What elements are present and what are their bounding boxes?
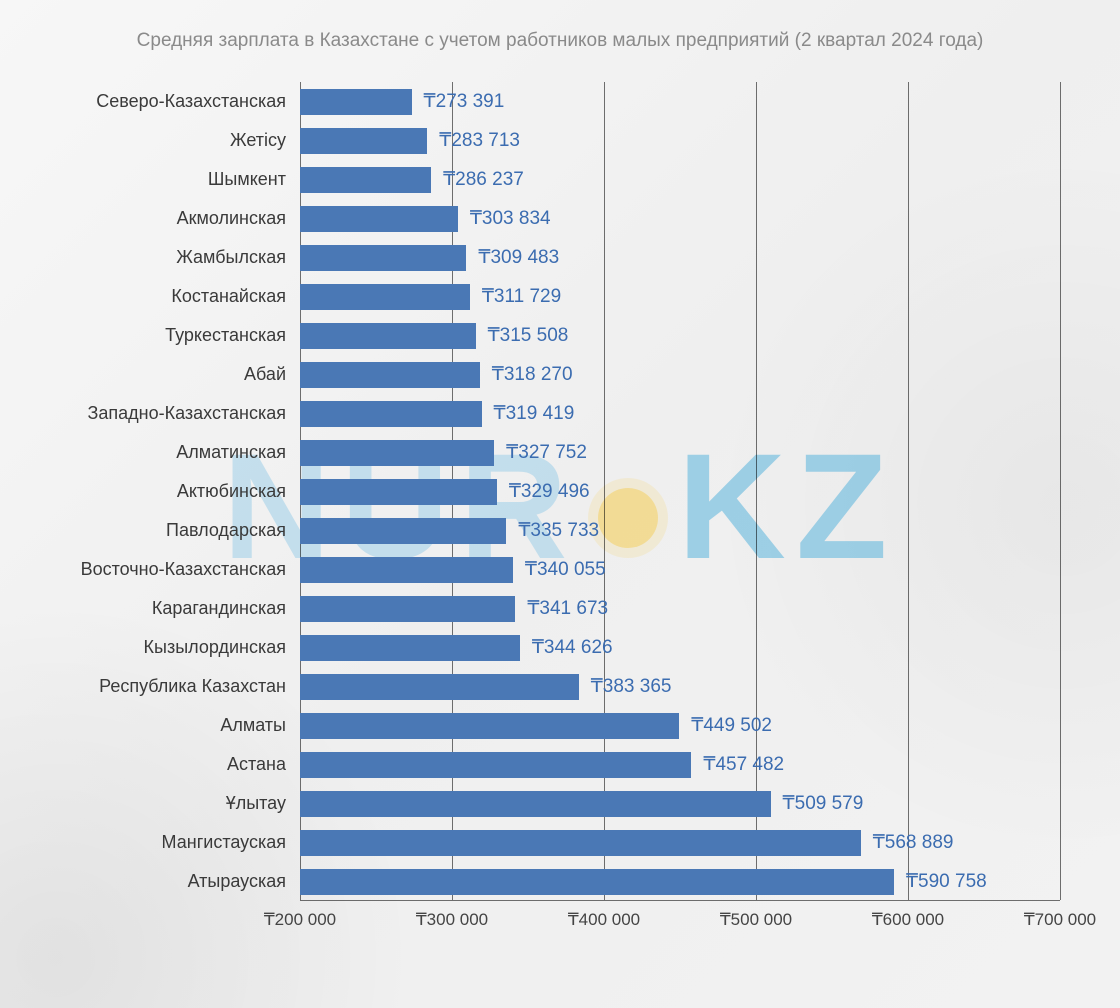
category-label: Абай bbox=[40, 364, 300, 385]
value-label: ₸311 729 bbox=[482, 285, 561, 308]
category-label: Мангистауская bbox=[40, 832, 300, 853]
value-label: ₸590 758 bbox=[906, 870, 987, 893]
bar-row: Ұлытау₸509 579 bbox=[300, 784, 1060, 823]
bar-row: Астана₸457 482 bbox=[300, 745, 1060, 784]
chart-title: Средняя зарплата в Казахстане с учетом р… bbox=[40, 30, 1080, 52]
chart-plot-area: ₸200 000₸300 000₸400 000₸500 000₸600 000… bbox=[300, 82, 1060, 901]
bar-row: Павлодарская₸335 733 bbox=[300, 511, 1060, 550]
x-tick-label: ₸300 000 bbox=[416, 910, 488, 930]
value-label: ₸303 834 bbox=[470, 207, 551, 230]
category-label: Атырауская bbox=[40, 871, 300, 892]
bar bbox=[300, 830, 861, 856]
value-label: ₸341 673 bbox=[527, 597, 608, 620]
category-label: Ұлытау bbox=[40, 793, 300, 814]
bar bbox=[300, 89, 412, 115]
value-label: ₸286 237 bbox=[443, 168, 524, 191]
chart-container: Средняя зарплата в Казахстане с учетом р… bbox=[40, 30, 1080, 901]
bar-row: Жамбылская₸309 483 bbox=[300, 238, 1060, 277]
bar bbox=[300, 635, 520, 661]
x-tick-label: ₸400 000 bbox=[568, 910, 640, 930]
bar-row: Кызылординская₸344 626 bbox=[300, 628, 1060, 667]
bar-row: Туркестанская₸315 508 bbox=[300, 316, 1060, 355]
category-label: Туркестанская bbox=[40, 325, 300, 346]
bar bbox=[300, 245, 466, 271]
bar-row: Северо-Казахстанская₸273 391 bbox=[300, 82, 1060, 121]
bar bbox=[300, 557, 513, 583]
value-label: ₸318 270 bbox=[492, 363, 573, 386]
x-tick-label: ₸500 000 bbox=[720, 910, 792, 930]
gridline bbox=[1060, 82, 1061, 900]
bar bbox=[300, 206, 458, 232]
value-label: ₸449 502 bbox=[691, 714, 772, 737]
bar-row: Костанайская₸311 729 bbox=[300, 277, 1060, 316]
category-label: Шымкент bbox=[40, 169, 300, 190]
bar bbox=[300, 674, 579, 700]
bar-row: Алматы₸449 502 bbox=[300, 706, 1060, 745]
value-label: ₸309 483 bbox=[478, 246, 559, 269]
category-label: Алматинская bbox=[40, 442, 300, 463]
bar-row: Жетісу₸283 713 bbox=[300, 121, 1060, 160]
category-label: Восточно-Казахстанская bbox=[40, 559, 300, 580]
category-label: Западно-Казахстанская bbox=[40, 403, 300, 424]
category-label: Карагандинская bbox=[40, 598, 300, 619]
bar bbox=[300, 479, 497, 505]
category-label: Северо-Казахстанская bbox=[40, 91, 300, 112]
bar bbox=[300, 128, 427, 154]
bar-row: Республика Казахстан₸383 365 bbox=[300, 667, 1060, 706]
value-label: ₸273 391 bbox=[424, 90, 505, 113]
category-label: Алматы bbox=[40, 715, 300, 736]
category-label: Акмолинская bbox=[40, 208, 300, 229]
bar-row: Актюбинская₸329 496 bbox=[300, 472, 1060, 511]
category-label: Костанайская bbox=[40, 286, 300, 307]
bar-row: Западно-Казахстанская₸319 419 bbox=[300, 394, 1060, 433]
bar-row: Шымкент₸286 237 bbox=[300, 160, 1060, 199]
bar-row: Абай₸318 270 bbox=[300, 355, 1060, 394]
bar-row: Акмолинская₸303 834 bbox=[300, 199, 1060, 238]
x-tick-label: ₸200 000 bbox=[264, 910, 336, 930]
bar-row: Восточно-Казахстанская₸340 055 bbox=[300, 550, 1060, 589]
category-label: Республика Казахстан bbox=[40, 676, 300, 697]
bar bbox=[300, 596, 515, 622]
value-label: ₸568 889 bbox=[873, 831, 954, 854]
bar-row: Атырауская₸590 758 bbox=[300, 862, 1060, 901]
value-label: ₸383 365 bbox=[591, 675, 672, 698]
bar-row: Карагандинская₸341 673 bbox=[300, 589, 1060, 628]
bar bbox=[300, 752, 691, 778]
bar-row: Алматинская₸327 752 bbox=[300, 433, 1060, 472]
category-label: Кызылординская bbox=[40, 637, 300, 658]
category-label: Павлодарская bbox=[40, 520, 300, 541]
bar bbox=[300, 167, 431, 193]
x-tick-label: ₸700 000 bbox=[1024, 910, 1096, 930]
bar bbox=[300, 284, 470, 310]
value-label: ₸509 579 bbox=[783, 792, 864, 815]
category-label: Жамбылская bbox=[40, 247, 300, 268]
bar bbox=[300, 323, 476, 349]
value-label: ₸283 713 bbox=[439, 129, 520, 152]
value-label: ₸319 419 bbox=[494, 402, 575, 425]
bar bbox=[300, 362, 480, 388]
value-label: ₸327 752 bbox=[506, 441, 587, 464]
x-tick-label: ₸600 000 bbox=[872, 910, 944, 930]
category-label: Жетісу bbox=[40, 130, 300, 151]
category-label: Астана bbox=[40, 754, 300, 775]
bar bbox=[300, 518, 506, 544]
value-label: ₸340 055 bbox=[525, 558, 606, 581]
bar bbox=[300, 713, 679, 739]
value-label: ₸329 496 bbox=[509, 480, 590, 503]
value-label: ₸315 508 bbox=[488, 324, 569, 347]
bar bbox=[300, 791, 771, 817]
value-label: ₸457 482 bbox=[703, 753, 784, 776]
category-label: Актюбинская bbox=[40, 481, 300, 502]
bar bbox=[300, 440, 494, 466]
bar bbox=[300, 401, 482, 427]
value-label: ₸335 733 bbox=[518, 519, 599, 542]
value-label: ₸344 626 bbox=[532, 636, 613, 659]
bar bbox=[300, 869, 894, 895]
bar-row: Мангистауская₸568 889 bbox=[300, 823, 1060, 862]
